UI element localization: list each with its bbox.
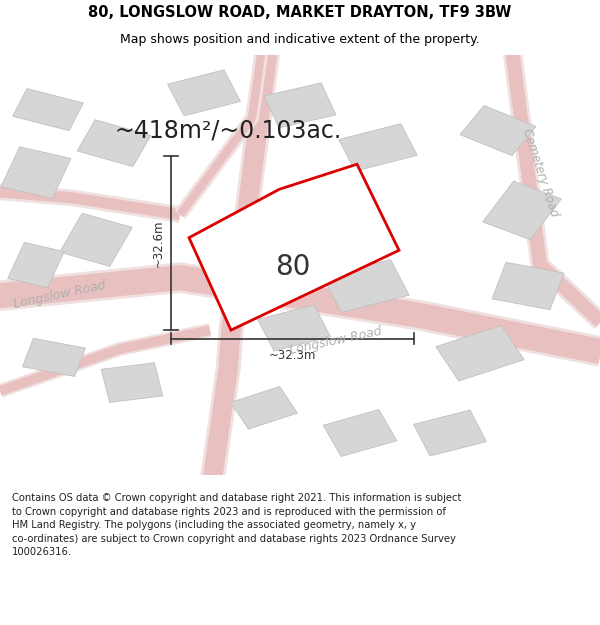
Polygon shape	[264, 83, 336, 128]
Polygon shape	[323, 409, 397, 456]
Polygon shape	[77, 120, 151, 167]
Polygon shape	[413, 410, 487, 456]
Polygon shape	[482, 181, 562, 239]
Polygon shape	[436, 326, 524, 381]
Polygon shape	[189, 164, 399, 330]
Polygon shape	[230, 386, 298, 429]
Polygon shape	[339, 124, 417, 171]
Polygon shape	[60, 213, 132, 266]
Polygon shape	[1, 147, 71, 198]
Text: Cemetery Road: Cemetery Road	[520, 127, 560, 218]
Polygon shape	[492, 262, 564, 310]
Polygon shape	[323, 259, 409, 312]
Text: ~418m²/~0.103ac.: ~418m²/~0.103ac.	[115, 119, 341, 142]
Polygon shape	[101, 362, 163, 403]
Text: ~32.3m: ~32.3m	[269, 349, 316, 362]
Text: 80: 80	[275, 253, 311, 281]
Text: Longslow Road: Longslow Road	[13, 278, 107, 311]
Polygon shape	[460, 106, 536, 156]
Polygon shape	[167, 70, 241, 116]
Polygon shape	[22, 338, 86, 376]
Text: 80, LONGSLOW ROAD, MARKET DRAYTON, TF9 3BW: 80, LONGSLOW ROAD, MARKET DRAYTON, TF9 3…	[88, 4, 512, 19]
Text: ~32.6m: ~32.6m	[151, 219, 164, 267]
Text: Map shows position and indicative extent of the property.: Map shows position and indicative extent…	[120, 33, 480, 46]
Polygon shape	[13, 89, 83, 131]
Text: Longslow Road: Longslow Road	[289, 324, 383, 357]
Polygon shape	[257, 305, 331, 351]
Polygon shape	[8, 242, 64, 288]
Text: Contains OS data © Crown copyright and database right 2021. This information is : Contains OS data © Crown copyright and d…	[12, 493, 461, 558]
